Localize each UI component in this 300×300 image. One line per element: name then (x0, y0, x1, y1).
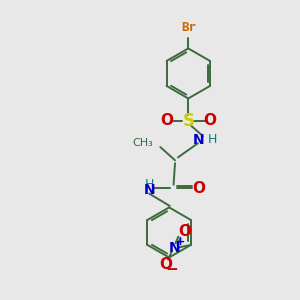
Text: Br: Br (181, 21, 196, 34)
Text: O: O (193, 181, 206, 196)
Text: S: S (182, 112, 194, 130)
Text: N: N (193, 133, 205, 147)
Text: O: O (160, 113, 174, 128)
Text: +: + (176, 237, 185, 247)
Text: O: O (178, 224, 191, 239)
Text: O: O (159, 257, 172, 272)
Text: H: H (144, 178, 154, 191)
Text: H: H (208, 133, 218, 146)
Text: N: N (169, 241, 180, 255)
Text: N: N (143, 183, 155, 197)
Text: −: − (166, 262, 178, 278)
Text: O: O (203, 113, 216, 128)
Text: CH₃: CH₃ (132, 138, 153, 148)
